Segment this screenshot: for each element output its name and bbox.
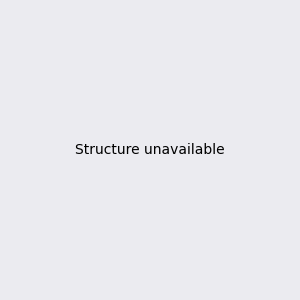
- Text: Structure unavailable: Structure unavailable: [75, 143, 225, 157]
